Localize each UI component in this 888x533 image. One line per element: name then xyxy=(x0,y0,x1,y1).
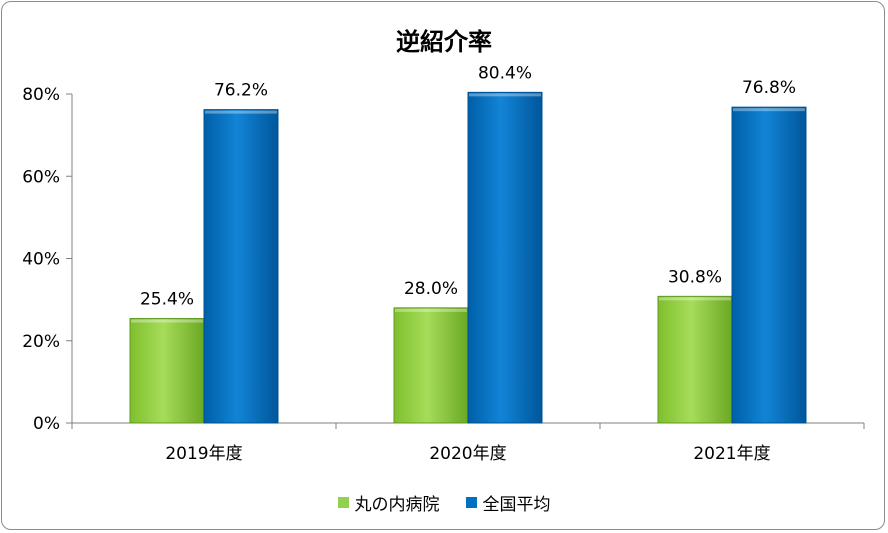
bar-highlight xyxy=(659,297,731,301)
data-label: 76.8% xyxy=(742,78,796,98)
legend: 丸の内病院 全国平均 xyxy=(0,490,888,515)
bar xyxy=(731,106,807,424)
y-tick-label: 40% xyxy=(22,250,60,270)
y-tick-label: 20% xyxy=(22,332,60,352)
y-tick-label: 60% xyxy=(22,167,60,187)
bar-highlight xyxy=(131,319,203,323)
chart-title: 逆紹介率 xyxy=(396,28,492,56)
data-label: 76.2% xyxy=(214,81,268,101)
x-tick-label: 2019年度 xyxy=(165,444,242,464)
bar xyxy=(393,307,469,424)
bar xyxy=(467,91,543,424)
bar-highlight xyxy=(395,308,467,312)
y-tick-label: 0% xyxy=(33,414,60,434)
data-label: 25.4% xyxy=(140,290,194,310)
legend-item-series-1: 丸の内病院 xyxy=(337,490,440,515)
bars xyxy=(129,91,807,424)
bar xyxy=(203,109,279,424)
data-label: 80.4% xyxy=(478,63,532,83)
x-tick-label: 2021年度 xyxy=(693,444,770,464)
bar-highlight xyxy=(733,108,805,112)
legend-label-series-1: 丸の内病院 xyxy=(354,495,440,515)
bar xyxy=(129,318,205,424)
bar xyxy=(657,295,733,424)
legend-item-series-2: 全国平均 xyxy=(465,490,551,515)
bar-highlight xyxy=(469,93,541,97)
y-tick-label: 80% xyxy=(22,85,60,105)
legend-swatch-blue xyxy=(465,497,477,508)
data-label: 30.8% xyxy=(668,267,722,287)
bar-highlight xyxy=(205,110,277,114)
x-tick-label: 2020年度 xyxy=(429,444,506,464)
legend-swatch-green xyxy=(337,497,349,508)
axes: 0% 20% 40% 60% 80% 2019年度 2020年度 2021年度 xyxy=(22,85,865,464)
data-labels: 25.4% 76.2% 28.0% 80.4% 30.8% 76.8% xyxy=(140,63,796,309)
legend-label-series-2: 全国平均 xyxy=(482,495,551,515)
data-label: 28.0% xyxy=(404,279,458,299)
